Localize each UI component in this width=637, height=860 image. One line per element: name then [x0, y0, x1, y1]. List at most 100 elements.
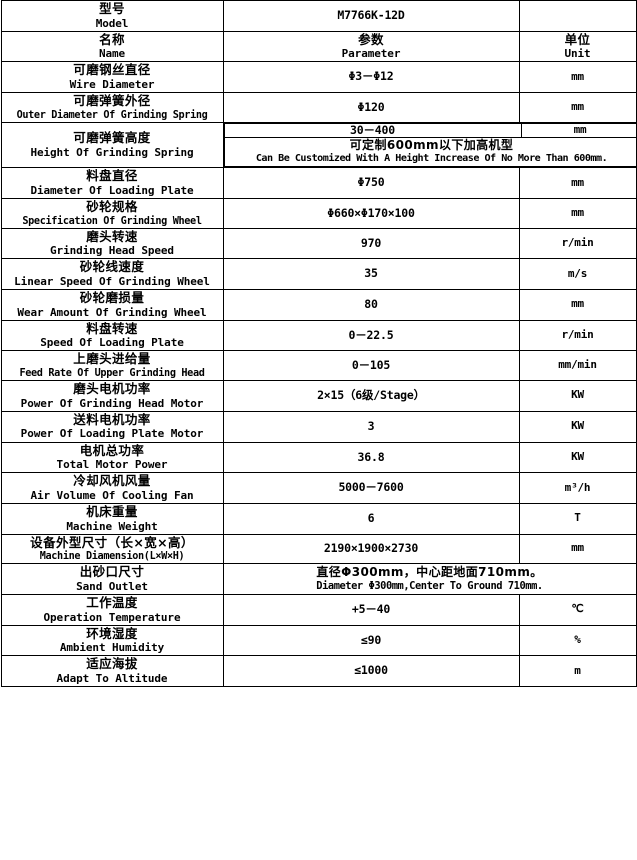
row-value: 0－105: [222, 350, 520, 382]
row-label-en: Machine Diamension(L×W×H): [39, 551, 185, 563]
table-row: 砂轮规格 Specification Of Grinding Wheel Φ66…: [0, 197, 637, 229]
row-value: 35: [222, 258, 520, 291]
row-label-en: Sand Outlet: [76, 579, 148, 593]
row-label-zh: 砂轮磨损量: [79, 290, 145, 306]
row-value: 6: [222, 502, 520, 535]
row-label-en: Outer Diameter Of Grinding Spring: [16, 109, 208, 121]
row-value-zh: 直径Φ300mm，中心距地面710mm。: [316, 564, 543, 579]
row-label: 料盘转速 Speed Of Loading Plate: [0, 319, 224, 352]
split-row-value: 30－400 mm: [223, 122, 637, 139]
row-unit: mm: [520, 122, 637, 139]
table-row-sand-outlet: 出砂口尺寸 Sand Outlet 直径Φ300mm，中心距地面710mm。 D…: [0, 563, 637, 595]
row-label-zh: 电机总功率: [79, 442, 145, 458]
row-label: 电机总功率 Total Motor Power: [0, 441, 224, 474]
row-unit: r/min: [518, 319, 637, 352]
row-note-en: Can Be Customized With A Height Increase…: [255, 153, 608, 165]
table-header-row: 名称 Name 参数 Parameter 单位 Unit: [0, 30, 637, 63]
row-label-en: Model: [95, 16, 129, 30]
table-row-model: 型号 Model M7766K-12D: [0, 0, 637, 32]
row-label-zh: 送料电机功率: [73, 411, 151, 427]
row-value-merged: 直径Φ300mm，中心距地面710mm。 Diameter Φ300mm,Cen…: [222, 563, 637, 595]
column-header-parameter: 参数 Parameter: [222, 30, 520, 63]
row-label-en: Air Volume Of Cooling Fan: [30, 488, 194, 502]
column-header-name: 名称 Name: [0, 30, 224, 63]
row-unit: KW: [518, 441, 637, 474]
table-row: 砂轮磨损量 Wear Amount Of Grinding Wheel 80 m…: [0, 289, 637, 321]
row-label: 冷却风机风量 Air Volume Of Cooling Fan: [0, 472, 224, 504]
row-value: 0－22.5: [222, 319, 520, 352]
row-label-en: Adapt To Altitude: [56, 672, 168, 686]
column-header-name-en: Name: [98, 47, 126, 61]
row-label-zh: 上磨头进给量: [73, 351, 151, 367]
table-row: 设备外型尺寸（长×宽×高） Machine Diamension(L×W×H) …: [0, 533, 637, 565]
row-label-zh: 砂轮线速度: [79, 259, 145, 275]
table-row: 可磨弹簧外径 Outer Diameter Of Grinding Spring…: [0, 92, 637, 123]
row-value: Φ120: [222, 92, 520, 123]
row-label: 送料电机功率 Power Of Loading Plate Motor: [0, 410, 224, 443]
row-label-zh: 可磨弹簧高度: [73, 130, 151, 146]
row-label: 磨头转速 Grinding Head Speed: [0, 227, 224, 260]
row-value: ≤90: [222, 624, 520, 657]
row-label: 设备外型尺寸（长×宽×高） Machine Diamension(L×W×H): [0, 533, 224, 565]
row-value: ≤1000: [222, 655, 520, 688]
row-value-en: Diameter Φ300mm,Center To Ground 710mm.: [316, 579, 543, 592]
row-label-zh: 型号: [99, 1, 125, 16]
row-label-zh: 砂轮规格: [86, 198, 138, 214]
row-label: 机床重量 Machine Weight: [0, 502, 224, 535]
row-label-zh: 设备外型尺寸（长×宽×高）: [30, 534, 194, 550]
table-row: 磨头电机功率 Power Of Grinding Head Motor 2×15…: [0, 380, 637, 412]
row-unit: ℃: [518, 594, 637, 626]
specification-table: 型号 Model M7766K-12D 名称 Name 参数 Parameter…: [0, 0, 637, 688]
row-label-zh: 料盘转速: [86, 320, 138, 336]
row-unit: KW: [518, 410, 637, 443]
row-label-en: Total Motor Power: [56, 458, 168, 472]
row-label: 工作温度 Operation Temperature: [0, 594, 224, 626]
table-row: 工作温度 Operation Temperature +5－40 ℃: [0, 594, 637, 626]
row-unit: mm: [518, 92, 637, 123]
column-header-parameter-en: Parameter: [341, 47, 401, 61]
row-label-en: Ambient Humidity: [59, 641, 165, 655]
row-label: 可磨弹簧高度 Height Of Grinding Spring: [0, 121, 224, 169]
row-value: 970: [222, 227, 520, 260]
row-value: 2×15（6级/Stage）: [222, 380, 520, 412]
row-unit: m/s: [518, 258, 637, 291]
row-note: 可定制600mm以下加高机型 Can Be Customized With A …: [223, 137, 637, 168]
row-label-en: Grinding Head Speed: [50, 244, 174, 258]
row-label-en: Specification Of Grinding Wheel: [22, 215, 202, 227]
row-label-zh: 环境湿度: [86, 625, 138, 641]
table-row-grinding-spring-height: 可磨弹簧高度 Height Of Grinding Spring 30－400 …: [0, 121, 637, 169]
row-label: 磨头电机功率 Power Of Grinding Head Motor: [0, 380, 224, 412]
row-label-en: Height Of Grinding Spring: [30, 145, 194, 159]
table-row: 环境湿度 Ambient Humidity ≤90 %: [0, 624, 637, 657]
row-unit: m³/h: [518, 472, 637, 504]
row-unit: mm: [518, 167, 637, 199]
split-row-note: 可定制600mm以下加高机型 Can Be Customized With A …: [223, 137, 637, 168]
row-label-en: Operation Temperature: [43, 610, 181, 624]
table-row: 料盘直径 Diameter Of Loading Plate Φ750 mm: [0, 167, 637, 199]
row-value: 30－400: [223, 122, 522, 139]
row-value: Φ3－Φ12: [222, 61, 520, 94]
row-label-en: Machine Weight: [66, 519, 158, 533]
row-note-zh: 可定制600mm以下加高机型: [349, 138, 514, 153]
row-value: 36.8: [222, 441, 520, 474]
row-unit: mm: [518, 289, 637, 321]
row-label-zh: 磨头转速: [86, 228, 138, 244]
table-row: 送料电机功率 Power Of Loading Plate Motor 3 KW: [0, 410, 637, 443]
row-unit: mm: [518, 61, 637, 94]
row-unit: m: [518, 655, 637, 688]
row-label-en: Wire Diameter: [69, 78, 155, 92]
row-label-model: 型号 Model: [0, 0, 224, 32]
row-label-zh: 可磨钢丝直径: [73, 62, 151, 78]
table-row: 可磨钢丝直径 Wire Diameter Φ3－Φ12 mm: [0, 61, 637, 94]
column-header-parameter-zh: 参数: [358, 31, 384, 47]
row-label-zh: 机床重量: [86, 503, 138, 519]
row-value-model: M7766K-12D: [222, 0, 520, 32]
row-label-zh: 出砂口尺寸: [79, 564, 145, 580]
column-header-unit-zh: 单位: [564, 31, 591, 47]
row-unit: %: [518, 624, 637, 657]
row-value: 80: [222, 289, 520, 321]
row-label-en: Wear Amount Of Grinding Wheel: [17, 305, 207, 319]
row-label-zh: 工作温度: [86, 595, 138, 610]
row-label: 适应海拔 Adapt To Altitude: [0, 655, 224, 688]
row-label-zh: 冷却风机风量: [73, 473, 151, 489]
